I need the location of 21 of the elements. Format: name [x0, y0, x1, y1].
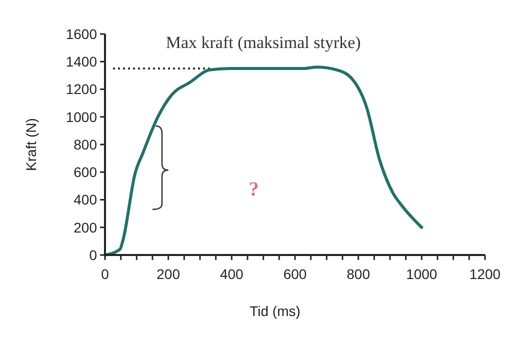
x-tick-label: 1200 [469, 266, 501, 282]
x-tick-label: 1000 [406, 266, 438, 282]
x-tick-label: 400 [220, 266, 244, 282]
y-axis-title: Kraft (N) [23, 118, 39, 171]
y-tick-label: 1200 [66, 81, 98, 98]
y-tick-label: 1000 [66, 108, 98, 125]
x-tick-label: 600 [283, 266, 307, 282]
annotation: Max kraft (maksimal styrke) [166, 33, 361, 52]
x-tick-label: 200 [156, 266, 180, 282]
y-tick-label: 400 [74, 192, 98, 208]
x-axis-title: Tid (ms) [250, 303, 300, 319]
annotation: ? [248, 178, 259, 201]
line-series [104, 66, 424, 256]
x-tick-label: 800 [346, 266, 370, 282]
y-tick-label: 0 [89, 246, 98, 263]
x-tick-label: 0 [101, 266, 110, 282]
y-tick-label: 1600 [66, 26, 98, 42]
y-tick-label: 800 [74, 136, 98, 152]
y-tick-label: 200 [74, 219, 98, 236]
y-tick-label: 600 [74, 164, 98, 180]
y-tick-label: 1400 [66, 54, 98, 70]
